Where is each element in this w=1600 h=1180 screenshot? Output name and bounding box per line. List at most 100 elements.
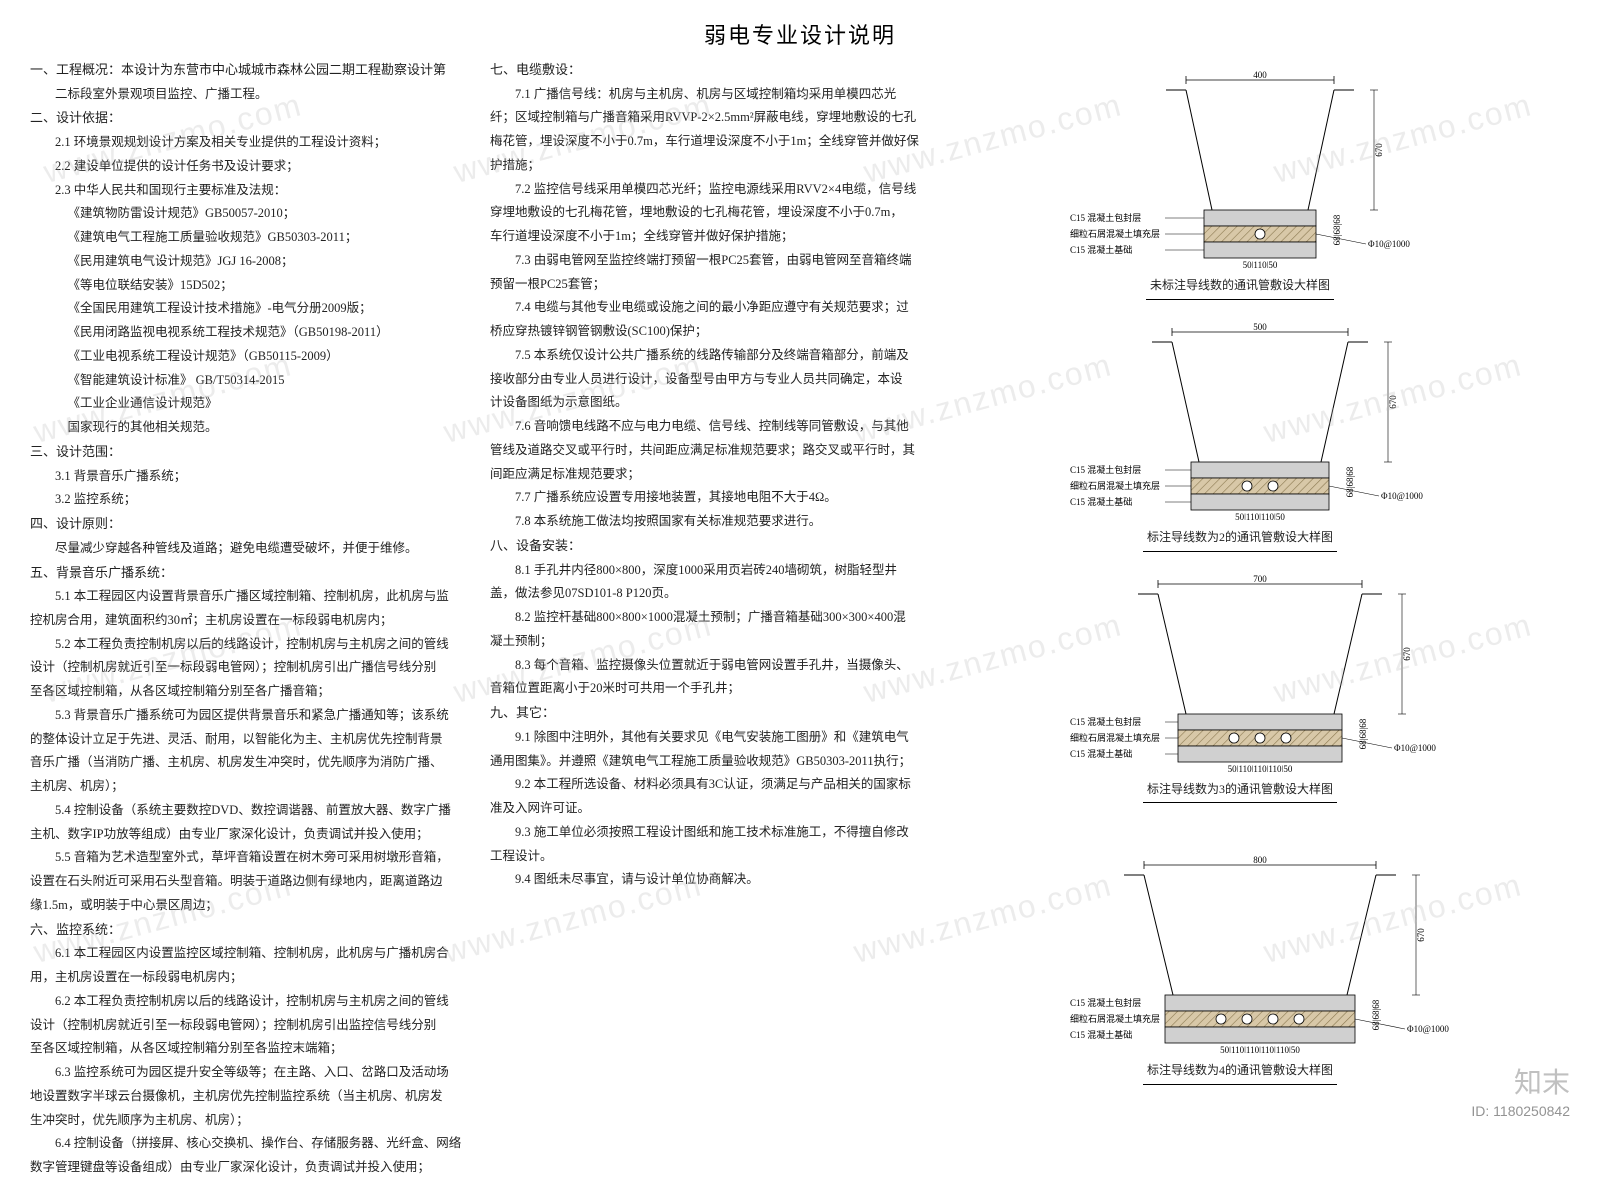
trench-diagram: 400C15 混凝土包封层细粒石屑混凝土填充层C15 混凝土基础67068|68…: [1030, 68, 1450, 268]
s5-head: 五、背景音乐广播系统：: [30, 561, 470, 586]
s1-head: 一、工程概况：本设计为东营市中心城城市森林公园二期工程勘察设计第: [30, 58, 470, 83]
svg-text:Φ10@1000: Φ10@1000: [1381, 491, 1423, 501]
text: 《工业电视系统工程设计规范》（GB50115-2009）: [30, 345, 470, 369]
svg-text:细粒石屑混凝土填充层: 细粒石屑混凝土填充层: [1070, 1013, 1160, 1024]
text: 6.2 本工程负责控制机房以后的线路设计，控制机房与主机房之间的管线: [30, 990, 470, 1014]
text: 主机房、机房）；: [30, 775, 470, 799]
diagram-block: 500C15 混凝土包封层细粒石屑混凝土填充层C15 混凝土基础67068|68…: [970, 320, 1510, 552]
svg-text:C15 混凝土基础: C15 混凝土基础: [1070, 748, 1132, 759]
svg-text:Φ10@1000: Φ10@1000: [1368, 239, 1410, 249]
diagram-caption: 未标注导线数的通讯管敷设大样图: [1146, 272, 1334, 300]
text: 8.3 每个音箱、监控摄像头位置就近于弱电管网设置手孔井，当摄像头、: [490, 654, 930, 678]
text: 5.3 背景音乐广播系统可为园区提供背景音乐和紧急广播通知等；该系统: [30, 704, 470, 728]
text: 5.1 本工程园区内设置背景音乐广播区域控制箱、控制机房，此机房与监: [30, 585, 470, 609]
text: 二标段室外景观项目监控、广播工程。: [30, 83, 470, 107]
svg-text:C15 混凝土包封层: C15 混凝土包封层: [1070, 212, 1141, 223]
text: 音箱位置距离小于20米时可共用一个手孔井；: [490, 677, 930, 701]
text: 纤；区域控制箱与广播音箱采用RVVP-2×2.5mm²屏蔽电线，穿埋地敷设的七孔: [490, 106, 930, 130]
svg-text:Φ10@1000: Φ10@1000: [1407, 1024, 1449, 1034]
text: 桥应穿热镀锌钢管钢敷设(SC100)保护；: [490, 320, 930, 344]
text: 3.2 监控系统；: [30, 488, 470, 512]
svg-text:68|68|68: 68|68|68: [1358, 718, 1368, 749]
svg-text:50|110|50: 50|110|50: [1243, 260, 1278, 268]
text: 生冲突时，优先顺序为主机房、机房）；: [30, 1109, 470, 1133]
text: 《建筑电气工程施工质量验收规范》GB50303-2011；: [30, 226, 470, 250]
text: 的整体设计立足于先进、灵活、耐用，以智能化为主、主机房优先控制背景: [30, 728, 470, 752]
column-mid: 七、电缆敷设： 7.1 广播信号线：机房与主机房、机房与区域控制箱均采用单模四芯…: [490, 58, 950, 1180]
text: 控机房合用，建筑面积约30㎡；主机房设置在一标段弱电机房内；: [30, 609, 470, 633]
text: 7.7 广播系统应设置专用接地装置，其接地电阻不大于4Ω。: [490, 486, 930, 510]
text: 预留一根PC25套管；: [490, 273, 930, 297]
text: 《工业企业通信设计规范》: [30, 392, 470, 416]
svg-text:细粒石屑混凝土填充层: 细粒石屑混凝土填充层: [1070, 480, 1160, 491]
text: 2.2 建设单位提供的设计任务书及设计要求；: [30, 155, 470, 179]
s6-head: 六、监控系统：: [30, 918, 470, 943]
text: 准及入网许可证。: [490, 797, 930, 821]
text: 至各区域控制箱，从各区域控制箱分别至各广播音箱；: [30, 680, 470, 704]
text: 9.1 除图中注明外，其他有关要求见《电气安装施工图册》和《建筑电气: [490, 726, 930, 750]
text: 8.2 监控杆基础800×800×1000混凝土预制；广播音箱基础300×300…: [490, 606, 930, 630]
column-left: 一、工程概况：本设计为东营市中心城城市森林公园二期工程勘察设计第 二标段室外景观…: [30, 58, 490, 1180]
text: 设计（控制机房就近引至一标段弱电管网）；控制机房引出广播信号线分别: [30, 656, 470, 680]
text: 2.3 中华人民共和国现行主要标准及法规：: [30, 179, 470, 203]
svg-text:C15 混凝土包封层: C15 混凝土包封层: [1070, 464, 1141, 475]
text: 6.4 控制设备（拼接屏、核心交换机、操作台、存储服务器、光纤盒、网络: [30, 1132, 470, 1156]
svg-text:50|110|110|110|110|50: 50|110|110|110|110|50: [1220, 1045, 1300, 1053]
text: 7.1 广播信号线：机房与主机房、机房与区域控制箱均采用单模四芯光: [490, 83, 930, 107]
text: 《智能建筑设计标准》 GB/T50314-2015: [30, 369, 470, 393]
text: 7.2 监控信号线采用单模四芯光纤；监控电源线采用RVV2×4电缆，信号线: [490, 178, 930, 202]
text: 盖，做法参见07SD101-8 P120页。: [490, 582, 930, 606]
text: 9.4 图纸未尽事宜，请与设计单位协商解决。: [490, 868, 930, 892]
text: 《全国民用建筑工程设计技术措施》-电气分册2009版；: [30, 297, 470, 321]
svg-text:Φ10@1000: Φ10@1000: [1394, 743, 1436, 753]
brand-watermark: 知末: [1514, 1061, 1570, 1101]
text: 《民用闭路监视电视系统工程技术规范》（GB50198-2011）: [30, 321, 470, 345]
text: 计设备图纸为示意图纸。: [490, 391, 930, 415]
svg-text:68|68|68: 68|68|68: [1345, 466, 1355, 497]
text: 《等电位联结安装》15D502；: [30, 274, 470, 298]
svg-text:50|110|110|50: 50|110|110|50: [1235, 512, 1285, 520]
svg-text:400: 400: [1253, 70, 1267, 80]
content-columns: 一、工程概况：本设计为东营市中心城城市森林公园二期工程勘察设计第 二标段室外景观…: [0, 58, 1600, 1180]
trench-diagram: 500C15 混凝土包封层细粒石屑混凝土填充层C15 混凝土基础67068|68…: [1030, 320, 1450, 520]
text: 《民用建筑电气设计规范》JGJ 16-2008；: [30, 250, 470, 274]
s4-head: 四、设计原则：: [30, 512, 470, 537]
svg-text:700: 700: [1253, 574, 1267, 584]
text: 数字管理键盘等设备组成）由专业厂家深化设计，负责调试并投入使用；: [30, 1156, 470, 1180]
text: 7.4 电缆与其他专业电缆或设施之间的最小净距应遵守有关规范要求；过: [490, 296, 930, 320]
text: 音乐广播（当消防广播、主机房、机房发生冲突时，优先顺序为消防广播、: [30, 751, 470, 775]
text: 6.1 本工程园区内设置监控区域控制箱、控制机房，此机房与广播机房合: [30, 942, 470, 966]
trench-diagram: 800C15 混凝土包封层细粒石屑混凝土填充层C15 混凝土基础67068|68…: [1030, 853, 1450, 1053]
s8-head: 八、设备安装：: [490, 534, 930, 559]
text: 设置在石头附近可采用石头型音箱。明装于道路边侧有绿地内，距离道路边: [30, 870, 470, 894]
text: 穿埋地敷设的七孔梅花管，埋地敷设的七孔梅花管，埋设深度不小于0.7m，: [490, 201, 930, 225]
text: 工程设计。: [490, 845, 930, 869]
text: 车行道埋设深度不小于1m；全线穿管并做好保护措施；: [490, 225, 930, 249]
svg-text:C15 混凝土基础: C15 混凝土基础: [1070, 1029, 1132, 1040]
svg-text:500: 500: [1253, 322, 1267, 332]
diagram-block: 800C15 混凝土包封层细粒石屑混凝土填充层C15 混凝土基础67068|68…: [970, 853, 1510, 1085]
text: 尽量减少穿越各种管线及道路；避免电缆遭受破坏，并便于维修。: [30, 537, 470, 561]
text: 至各区域控制箱，从各区域控制箱分别至各监控末端箱；: [30, 1037, 470, 1061]
column-right-diagrams: 400C15 混凝土包封层细粒石屑混凝土填充层C15 混凝土基础67068|68…: [950, 58, 1510, 1180]
text: 接收部分由专业人员进行设计，设备型号由甲方与专业人员共同确定，本设: [490, 368, 930, 392]
page-title: 弱电专业设计说明: [0, 0, 1600, 58]
svg-text:C15 混凝土基础: C15 混凝土基础: [1070, 496, 1132, 507]
text: 2.1 环境景观规划设计方案及相关专业提供的工程设计资料；: [30, 131, 470, 155]
text: 缘1.5m，或明装于中心景区周边；: [30, 894, 470, 918]
text: 凝土预制；: [490, 630, 930, 654]
text: 国家现行的其他相关规范。: [30, 416, 470, 440]
svg-text:细粒石屑混凝土填充层: 细粒石屑混凝土填充层: [1070, 228, 1160, 239]
s9-head: 九、其它：: [490, 701, 930, 726]
diagram-block: 700C15 混凝土包封层细粒石屑混凝土填充层C15 混凝土基础67068|68…: [970, 572, 1510, 804]
s7-head: 七、电缆敷设：: [490, 58, 930, 83]
text: 7.5 本系统仅设计公共广播系统的线路传输部分及终端音箱部分，前端及: [490, 344, 930, 368]
svg-text:800: 800: [1253, 855, 1267, 865]
s3-head: 三、设计范围：: [30, 440, 470, 465]
diagram-block: 400C15 混凝土包封层细粒石屑混凝土填充层C15 混凝土基础67068|68…: [970, 68, 1510, 300]
text: 设计（控制机房就近引至一标段弱电管网）；控制机房引出监控信号线分别: [30, 1014, 470, 1038]
diagram-caption: 标注导线数为4的通讯管敷设大样图: [1143, 1057, 1337, 1085]
svg-text:68|68|68: 68|68|68: [1371, 1000, 1381, 1031]
text: 主机、数字IP功放等组成）由专业厂家深化设计，负责调试并投入使用；: [30, 823, 470, 847]
svg-text:细粒石屑混凝土填充层: 细粒石屑混凝土填充层: [1070, 732, 1160, 743]
